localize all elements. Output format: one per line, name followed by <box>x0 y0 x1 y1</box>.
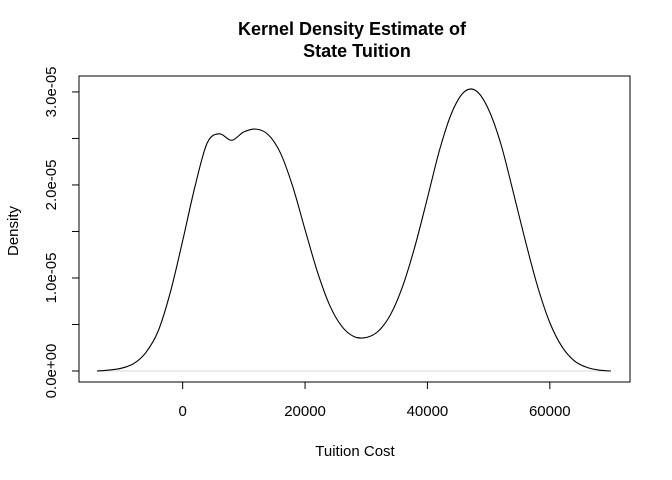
chart-title-line-2: State Tuition <box>303 41 411 61</box>
x-tick-label: 40000 <box>407 403 449 420</box>
y-axis: 0.0e+00 1.0e-05 2.0e-05 3.0e-05 <box>43 66 80 399</box>
y-tick-label: 1.0e-05 <box>43 253 60 304</box>
x-axis-label: Tuition Cost <box>315 443 395 460</box>
plot-frame <box>78 75 631 383</box>
y-tick-label: 2.0e-05 <box>43 160 60 211</box>
x-tick-label: 60000 <box>529 403 571 420</box>
y-tick-label: 0.0e+00 <box>43 344 60 399</box>
y-axis-label: Density <box>5 205 22 256</box>
x-tick-label: 20000 <box>284 403 326 420</box>
y-tick-label: 3.0e-05 <box>43 66 60 117</box>
x-axis: 0 20000 40000 60000 <box>178 381 571 420</box>
density-curve <box>96 88 612 372</box>
x-tick-label: 0 <box>178 403 186 420</box>
chart-title-line-1: Kernel Density Estimate of <box>238 19 467 39</box>
